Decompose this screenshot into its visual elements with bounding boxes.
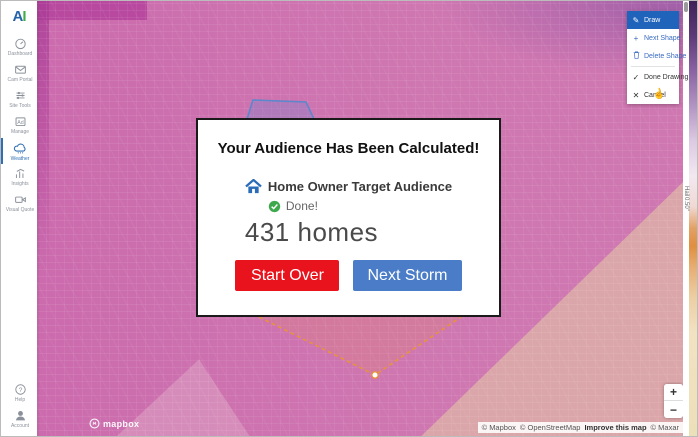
draw-toolbar: ✎ Draw + Next Shape Delete Shape ✓ Done … xyxy=(627,11,689,104)
x-icon: ✕ xyxy=(632,90,640,100)
zoom-out-button[interactable]: − xyxy=(664,401,683,418)
manage-icon: Ad xyxy=(15,117,25,127)
logo-letter-a: A xyxy=(12,8,23,25)
attrib-maxar[interactable]: © Maxar xyxy=(650,423,679,432)
map-zoom-control: + − xyxy=(664,384,683,418)
mapbox-logo-icon xyxy=(89,418,100,429)
orange-shape-fill xyxy=(259,316,461,375)
insights-icon xyxy=(15,168,24,178)
sidebar-nav: Dashboard Cam Portal Site Tools Ad xyxy=(1,34,37,216)
delete-shape-label: Delete Shape xyxy=(644,52,687,60)
sidebar-item-label: Insights xyxy=(11,181,29,187)
svg-text:?: ? xyxy=(18,387,22,394)
audience-block: Home Owner Target Audience Done! 431 hom… xyxy=(245,179,452,248)
shape-vertex-handle xyxy=(371,371,379,379)
sidebar-item-label: Dashboard xyxy=(7,51,33,57)
trash-icon xyxy=(632,51,640,61)
next-shape-label: Next Shape xyxy=(644,34,681,42)
visual-quote-icon xyxy=(14,196,26,203)
blue-audience-shape xyxy=(245,99,316,120)
draw-button[interactable]: ✎ Draw xyxy=(627,11,679,29)
left-sidebar: AI Dashboard Cam Portal Site Too xyxy=(1,1,37,436)
map-overlay-dark-region xyxy=(37,1,147,20)
delete-shape-button[interactable]: Delete Shape xyxy=(627,47,686,65)
hail-color-ramp xyxy=(689,1,697,436)
check-icon: ✓ xyxy=(632,72,640,82)
done-drawing-button[interactable]: ✓ Done Drawing xyxy=(627,68,689,86)
drawn-shapes-layer xyxy=(245,99,462,379)
sidebar-item-label: Site Tools xyxy=(9,103,31,109)
sidebar-item-label: Weather xyxy=(10,155,30,162)
zoom-in-button[interactable]: + xyxy=(664,384,683,401)
cancel-button[interactable]: ✕ Cancel xyxy=(627,86,679,104)
sidebar-item-help[interactable]: ? Help xyxy=(1,380,37,406)
mapbox-logo-text: mapbox xyxy=(103,418,140,429)
check-circle-icon xyxy=(268,200,281,212)
sidebar-item-label: Manage xyxy=(10,129,30,135)
mapbox-logo[interactable]: mapbox xyxy=(89,418,139,429)
start-over-button[interactable]: Start Over xyxy=(235,260,340,291)
sidebar-item-visual-quote[interactable]: Visual Quote xyxy=(1,190,37,216)
svg-text:Ad: Ad xyxy=(17,120,24,126)
attrib-osm[interactable]: © OpenStreetMap xyxy=(519,423,581,432)
done-drawing-label: Done Drawing xyxy=(644,73,689,81)
weather-icon xyxy=(13,143,26,153)
account-icon xyxy=(15,411,25,421)
help-icon: ? xyxy=(14,384,26,395)
sidebar-item-account[interactable]: Account xyxy=(1,406,37,432)
audience-calculated-modal: Your Audience Has Been Calculated! Home … xyxy=(196,118,501,317)
sidebar-item-cam-portal[interactable]: Cam Portal xyxy=(1,60,37,86)
legend-labels: Hail 0.50" xyxy=(683,186,689,211)
audience-label: Home Owner Target Audience xyxy=(267,179,453,194)
map-attribution: © Mapbox © OpenStreetMap Improve this ma… xyxy=(477,422,683,433)
pen-icon: ✎ xyxy=(632,15,640,25)
legend-label: Hail xyxy=(683,186,689,197)
sidebar-item-label: Account xyxy=(10,423,30,429)
draw-label: Draw xyxy=(644,16,661,24)
next-storm-button[interactable]: Next Storm xyxy=(353,260,462,291)
sidebar-item-dashboard[interactable]: Dashboard xyxy=(1,34,37,60)
audience-row: Home Owner Target Audience xyxy=(245,179,452,194)
toolbar-divider xyxy=(631,66,675,67)
modal-title: Your Audience Has Been Calculated! xyxy=(217,140,480,157)
result-count: 431 homes xyxy=(244,217,379,247)
logo-letter-i: I xyxy=(22,8,26,25)
scrollbar-thumb[interactable] xyxy=(684,2,688,12)
sidebar-item-label: Help xyxy=(14,397,26,403)
sidebar-item-weather[interactable]: Weather xyxy=(1,138,37,164)
sidebar-item-insights[interactable]: Insights xyxy=(1,164,37,190)
dashboard-icon xyxy=(14,38,26,50)
status-text: Done! xyxy=(285,199,318,213)
app-logo[interactable]: AI xyxy=(12,8,26,25)
cancel-label: Cancel xyxy=(644,91,666,99)
site-tools-icon xyxy=(15,91,25,100)
plus-icon: + xyxy=(633,33,639,43)
next-shape-button[interactable]: + Next Shape xyxy=(627,29,681,47)
status-row: Done! xyxy=(268,199,318,213)
modal-buttons: Start Over Next Storm xyxy=(235,260,462,291)
improve-this-map-link[interactable]: Improve this map xyxy=(584,423,647,432)
cam-portal-icon xyxy=(14,65,26,74)
attrib-mapbox[interactable]: © Mapbox xyxy=(481,423,516,432)
sidebar-item-label: Cam Portal xyxy=(7,77,33,83)
sidebar-item-manage[interactable]: Ad Manage xyxy=(1,112,37,138)
sidebar-item-label: Visual Quote xyxy=(5,207,35,213)
sidebar-footer: ? Help Account xyxy=(1,380,37,432)
legend-value: 0.50" xyxy=(683,197,689,212)
sidebar-item-site-tools[interactable]: Site Tools xyxy=(1,86,37,112)
hail-legend-strip: Hail 0.50" xyxy=(683,1,697,436)
map-overlay-left-band xyxy=(37,1,49,271)
home-icon xyxy=(245,179,262,194)
